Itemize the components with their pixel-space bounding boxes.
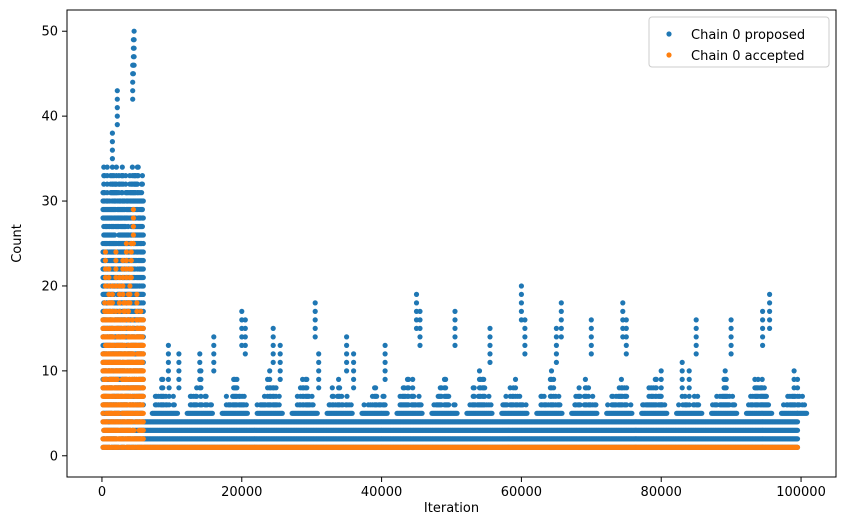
point [794,436,801,442]
point [135,164,141,170]
point [794,427,801,433]
point [208,402,214,408]
point [123,181,129,187]
point [123,173,129,179]
point [129,164,135,170]
point [276,402,282,408]
point [304,376,310,382]
point [174,410,181,416]
point [140,266,146,272]
point [140,283,146,289]
point [234,385,240,391]
point [244,410,250,416]
point [140,291,146,297]
point [139,190,145,196]
point [139,206,145,213]
point [273,385,279,391]
point [166,385,172,391]
point [139,223,145,230]
point [170,393,176,399]
point [140,249,146,255]
point [134,181,140,187]
series-0 [100,28,810,450]
point [794,419,801,425]
point [140,215,146,221]
point [104,164,110,170]
point [139,181,145,187]
point [276,393,282,399]
point [267,376,273,382]
point [140,257,146,264]
point [160,385,166,391]
point [140,300,146,306]
point [140,274,146,281]
point [267,368,273,374]
plot-area [100,28,810,450]
point [160,376,166,382]
point [241,393,247,399]
point [140,232,146,238]
point [113,164,119,170]
point [304,385,310,391]
point [140,198,146,204]
point [209,410,215,416]
point [140,240,146,247]
point [139,173,145,179]
point [234,376,240,382]
point [135,173,141,179]
point [279,410,285,416]
point [119,164,125,170]
point [171,402,177,408]
point [223,393,229,399]
point [112,232,118,238]
point [243,402,249,408]
point [203,393,209,399]
